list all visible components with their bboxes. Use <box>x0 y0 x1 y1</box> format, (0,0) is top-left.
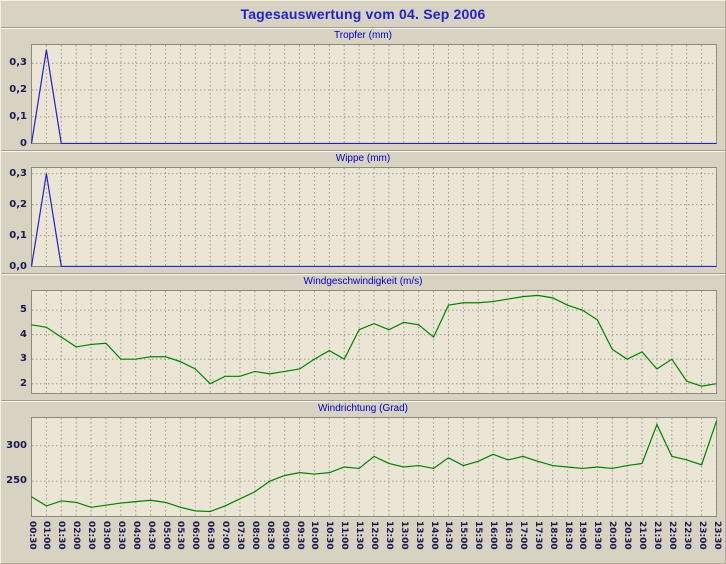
x-axis-tick-label: 05:00 <box>160 521 171 550</box>
x-axis-tick-label: 00:30 <box>26 521 37 550</box>
x-axis-tick-label: 10:30 <box>324 521 335 550</box>
y-axis-tick-label: 0,0 <box>9 260 27 272</box>
x-axis-tick-label: 12:30 <box>383 521 394 550</box>
x-axis-tick-label: 16:30 <box>503 521 514 550</box>
x-axis-tick-label: 09:00 <box>279 521 290 550</box>
page-header: Tagesauswertung vom 04. Sep 2006 <box>1 1 725 27</box>
x-axis-tick-label: 06:00 <box>190 521 201 550</box>
x-axis-tick-label: 13:30 <box>413 521 424 550</box>
plot-area-windgeschwindigkeit: 2 3 4 5 <box>1 290 717 394</box>
x-axis-tick-label: 10:00 <box>309 521 320 550</box>
x-axis-tick-label: 17:30 <box>532 521 543 550</box>
windrichtung-plot-canvas <box>31 417 717 517</box>
x-axis-tick-label: 01:00 <box>41 521 52 550</box>
chart-panel-windgeschwindigkeit: Windgeschwindigkeit (m/s) 2 3 4 5 <box>1 273 725 400</box>
x-axis-tick-label: 12:00 <box>369 521 379 550</box>
chart-panel-windrichtung: Windrichtung (Grad) 250 300 00:30 01:00 01:… <box>1 400 725 563</box>
windgeschwindigkeit-plot-canvas <box>31 290 717 394</box>
plot-frame <box>31 290 717 394</box>
x-axis-tick-label: 15:30 <box>473 521 484 550</box>
x-axis-tick-label: 20:30 <box>622 521 633 550</box>
x-axis-tick-label: 02:00 <box>71 521 82 550</box>
y-axis-tick-label: 3 <box>20 353 27 365</box>
chart-panel-wippe: Wippe (mm) 0,0 0,1 0,2 0,3 <box>1 150 725 273</box>
wippe-chart <box>31 167 717 267</box>
x-axis-tick-label: 17:00 <box>517 521 528 550</box>
y-axis-tick-label: 0,3 <box>9 167 27 179</box>
x-axis-tick-label: 03:30 <box>115 521 126 550</box>
y-axis-tick-label: 0,1 <box>9 229 27 241</box>
x-axis-tick-label: 08:30 <box>264 521 275 550</box>
x-axis-tick-label: 23:00 <box>696 521 707 550</box>
x-axis-tick-label: 14:30 <box>443 521 454 550</box>
x-axis-tick-label: 04:30 <box>145 521 156 550</box>
chart-title-wippe: Wippe (mm) <box>335 153 391 164</box>
x-axis-tick-label: 07:00 <box>220 521 231 550</box>
chart-title-tropfer: Tropfer (mm) <box>334 30 392 41</box>
tropfer-line <box>31 49 717 144</box>
x-axis-tick-label: 15:00 <box>458 521 469 550</box>
x-axis-tick-label: 03:00 <box>100 521 111 550</box>
y-axis-tick-label: 0,3 <box>9 57 27 69</box>
y-axis-tick-label: 0,2 <box>9 83 27 95</box>
chart-title-windgeschwindigkeit: Windgeschwindigkeit (m/s) <box>303 276 423 287</box>
windgeschwindigkeit-line <box>31 294 717 387</box>
windgeschwindigkeit-chart <box>31 290 717 394</box>
x-axis-tick-label: 18:30 <box>562 521 573 550</box>
x-axis-tick-label: 22:00 <box>666 521 677 550</box>
x-axis-tick-label: 11:00 <box>339 521 350 550</box>
x-axis-tick-label: 21:00 <box>637 521 648 550</box>
x-axis-tick-label: 23:30 <box>711 521 722 550</box>
x-axis-tick-label: 13:00 <box>398 521 409 550</box>
y-axis-tick-label: 0 <box>20 137 27 149</box>
x-axis-tick-label: 01:30 <box>56 521 67 550</box>
windrichtung-line <box>31 420 717 513</box>
y-axis-tick-label: 250 <box>6 475 27 487</box>
windrichtung-chart <box>31 417 717 517</box>
x-axis-tick-label: 22:30 <box>681 521 692 550</box>
y-axis-tick-label: 300 <box>6 439 27 451</box>
x-axis-labels: 00:30 01:00 01:30 02:00 02:30 03:00 03:30 04:00… <box>1 519 725 563</box>
x-axis-tick-label: 20:00 <box>607 521 618 550</box>
y-axis-tick-label: 0,1 <box>9 110 27 122</box>
wippe-plot-canvas <box>31 167 717 267</box>
x-axis-tick-label: 19:00 <box>577 521 588 550</box>
tropfer-plot-canvas <box>31 44 717 144</box>
plot-area-tropfer: 0 0,1 0,2 0,3 <box>1 44 717 149</box>
y-axis-tick-label: 2 <box>20 377 27 389</box>
x-axis-tick-label: 08:00 <box>249 521 260 550</box>
x-axis-tick-label: 09:30 <box>294 521 305 550</box>
x-axis-tick-label: 06:30 <box>205 521 216 550</box>
x-axis-tick-label: 04:00 <box>130 521 141 550</box>
x-axis-tick-label: 21:30 <box>651 521 662 550</box>
y-axis-tick-label: 0,2 <box>9 198 27 210</box>
tropfer-chart <box>31 44 717 144</box>
x-axis-tick-label: 18:00 <box>547 521 558 550</box>
x-axis-tick-label: 05:30 <box>175 521 186 550</box>
x-axis-tick-label: 07:30 <box>234 521 245 550</box>
plot-area-wippe: 0,0 0,1 0,2 0,3 <box>1 167 717 272</box>
wippe-line <box>31 173 717 267</box>
x-axis-tick-label: 14:00 <box>428 521 439 550</box>
y-axis-tick-label: 4 <box>20 328 27 340</box>
chart-panel-tropfer: Tropfer (mm) 0 0,1 0,2 0,3 <box>1 27 725 150</box>
page-title: Tagesauswertung vom 04. Sep 2006 <box>240 6 486 22</box>
x-axis-tick-label: 19:30 <box>592 521 603 550</box>
y-axis-tick-label: 5 <box>20 304 27 316</box>
x-axis-tick-label: 16:00 <box>488 521 499 550</box>
chart-title-windrichtung: Windrichtung (Grad) <box>317 403 409 414</box>
x-axis-tick-label: 02:30 <box>86 521 97 550</box>
x-axis-tick-label: 11:30 <box>354 521 365 550</box>
plot-area-windrichtung: 250 300 <box>1 417 717 517</box>
